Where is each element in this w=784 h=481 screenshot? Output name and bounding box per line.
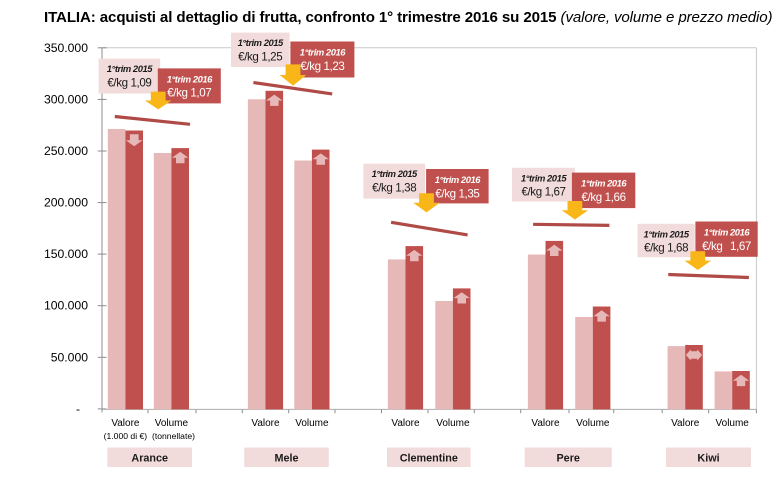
svg-text:50.000: 50.000 xyxy=(51,350,88,364)
svg-text:1°trim 2016: 1°trim 2016 xyxy=(704,227,750,238)
svg-text:Valore: Valore xyxy=(251,418,280,429)
svg-text:1°trim 2015: 1°trim 2015 xyxy=(238,37,284,48)
svg-text:Volume: Volume xyxy=(155,418,189,429)
svg-text:Mele: Mele xyxy=(274,453,298,465)
svg-text:1°trim 2015: 1°trim 2015 xyxy=(644,228,690,239)
svg-text:€/kg 1,68: €/kg 1,68 xyxy=(644,242,688,255)
svg-text:300.000: 300.000 xyxy=(44,92,88,106)
svg-text:150.000: 150.000 xyxy=(44,247,88,261)
svg-text:Clementine: Clementine xyxy=(400,453,458,465)
svg-text:Valore: Valore xyxy=(111,418,140,429)
svg-text:Valore: Valore xyxy=(391,418,420,429)
svg-text:Pere: Pere xyxy=(556,453,579,465)
svg-text:(1.000 di €): (1.000 di €) xyxy=(104,431,148,441)
svg-text:Volume: Volume xyxy=(576,418,610,429)
svg-text:Volume: Volume xyxy=(295,418,329,429)
svg-text:€/kg 1,09: €/kg 1,09 xyxy=(107,76,151,89)
svg-text:Valore: Valore xyxy=(531,418,560,429)
svg-text:€/kg 1,67: €/kg 1,67 xyxy=(702,240,751,253)
svg-text:€/kg 1,07: €/kg 1,07 xyxy=(167,87,211,100)
svg-text:€/kg 1,67: €/kg 1,67 xyxy=(521,186,565,199)
svg-text:350.000: 350.000 xyxy=(44,41,88,55)
svg-text:1°trim 2015: 1°trim 2015 xyxy=(521,172,567,183)
svg-text:€/kg 1,23: €/kg 1,23 xyxy=(300,60,344,73)
svg-text:1°trim 2016: 1°trim 2016 xyxy=(435,174,481,185)
svg-text:€/kg 1,35: €/kg 1,35 xyxy=(435,187,479,200)
svg-text:ITALIA: acquisti al dettaglio: ITALIA: acquisti al dettaglio di frutta,… xyxy=(44,9,772,26)
svg-text:Volume: Volume xyxy=(716,418,750,429)
svg-text:Valore: Valore xyxy=(671,418,700,429)
svg-text:Volume: Volume xyxy=(436,418,470,429)
svg-text:1°trim 2016: 1°trim 2016 xyxy=(300,47,346,58)
svg-text:1°trim 2015: 1°trim 2015 xyxy=(107,63,153,74)
svg-text:250.000: 250.000 xyxy=(44,144,88,158)
svg-text:Kiwi: Kiwi xyxy=(697,453,719,465)
svg-text:(tonnellate): (tonnellate) xyxy=(152,431,195,441)
svg-text:200.000: 200.000 xyxy=(44,196,88,210)
svg-text:€/kg 1,66: €/kg 1,66 xyxy=(582,191,626,204)
svg-text:100.000: 100.000 xyxy=(44,299,88,313)
svg-text:1°trim 2015: 1°trim 2015 xyxy=(372,168,418,179)
svg-text:-: - xyxy=(76,402,80,416)
svg-text:1°trim 2016: 1°trim 2016 xyxy=(581,178,627,189)
svg-text:1°trim 2016: 1°trim 2016 xyxy=(167,73,213,84)
svg-text:€/kg 1,38: €/kg 1,38 xyxy=(372,181,416,194)
svg-text:Arance: Arance xyxy=(131,453,168,465)
svg-text:€/kg 1,25: €/kg 1,25 xyxy=(238,50,282,63)
